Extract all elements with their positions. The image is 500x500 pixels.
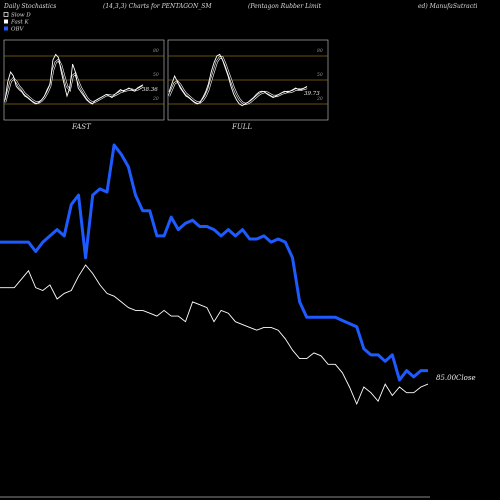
fast-slow-d-line-inner (4, 59, 144, 103)
company-name: (Pentagon Rubber Limit (248, 3, 322, 10)
legend: Slow D Fast K OBV (3, 12, 31, 33)
fast-tick-50: 50 (153, 72, 159, 78)
full-fast-k-line (168, 53, 308, 107)
chart-params: (14,3,3) Charts for PENTAGON_SM (103, 3, 212, 10)
fast-tick-20: 20 (152, 96, 159, 102)
close-value: 85.00 (436, 374, 457, 382)
legend-swatch-obv (4, 26, 8, 31)
full-last-value: 39.73 (304, 91, 320, 97)
chart-title: Daily Stochastics (3, 3, 56, 10)
price-obv-panel: 85.00Close (0, 143, 476, 498)
sector-name: ed) ManufaSutracti (418, 3, 477, 10)
fast-last-value: 38.36 (142, 87, 158, 93)
full-slow-d-line-inner (168, 57, 308, 105)
legend-swatch-slow-d (3, 12, 9, 17)
close-label: Close (456, 374, 476, 382)
full-panel-label: FULL (231, 123, 252, 131)
full-tick-80: 80 (317, 48, 323, 54)
obv-line (0, 143, 428, 382)
close-value-label: 85.00Close (436, 374, 476, 382)
full-tick-50: 50 (317, 72, 323, 78)
legend-swatch-fast-k (4, 19, 8, 24)
fast-stochastic-panel: 80 50 20 38.36 FAST (3, 39, 165, 131)
fast-fast-k-line (4, 53, 144, 105)
fast-panel-label: FAST (71, 123, 92, 131)
full-stochastic-panel: 80 50 20 39.73 FULL (167, 39, 329, 131)
legend-label-slow-d: Slow D (11, 13, 31, 19)
legend-label-fast-k: Fast K (10, 20, 30, 26)
fast-tick-80: 80 (153, 48, 159, 54)
full-tick-20: 20 (316, 96, 323, 102)
close-price-line (0, 264, 429, 406)
legend-label-obv: OBV (11, 27, 25, 33)
